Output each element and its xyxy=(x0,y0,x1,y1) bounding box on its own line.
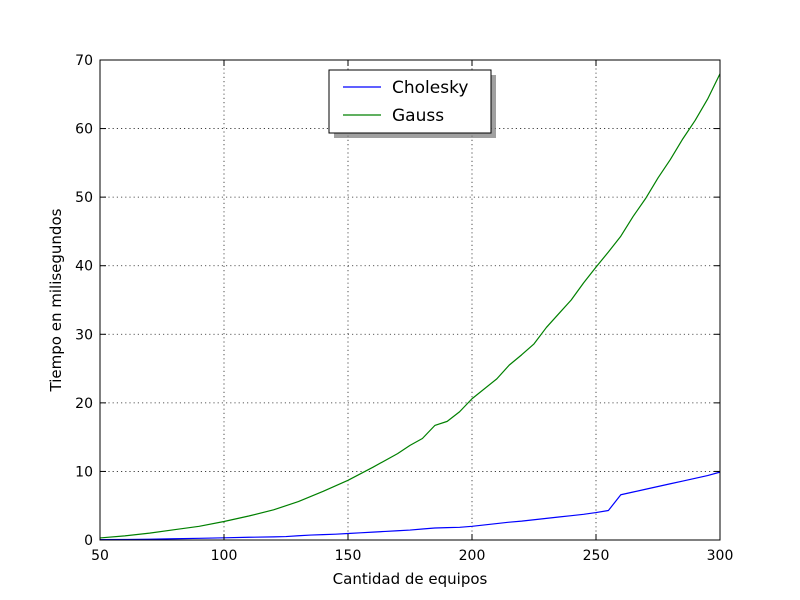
series-line-cholesky xyxy=(99,471,721,541)
legend: Cholesky Gauss xyxy=(328,69,496,138)
legend-label-cholesky: Cholesky xyxy=(392,78,468,98)
x-tick-label: 250 xyxy=(583,548,610,564)
x-tick-label: 50 xyxy=(91,548,109,564)
grid xyxy=(100,60,720,540)
y-tick-label: 60 xyxy=(75,122,93,138)
x-tick-label: 150 xyxy=(335,548,362,564)
legend-label-gauss: Gauss xyxy=(392,106,444,126)
y-tick-label: 10 xyxy=(75,464,93,480)
y-axis-title: Tiempo en milisegundos xyxy=(47,208,65,392)
x-tick-label: 300 xyxy=(707,548,734,564)
y-tick-label: 40 xyxy=(75,259,93,275)
x-tick-label: 100 xyxy=(211,548,238,564)
x-tick-label: 200 xyxy=(459,548,486,564)
y-tick-label: 70 xyxy=(75,53,93,69)
legend-box xyxy=(328,69,492,134)
series-group xyxy=(99,73,721,541)
y-tick-label: 0 xyxy=(84,533,93,549)
series-line-gauss xyxy=(99,73,721,539)
x-axis-title: Cantidad de equipos xyxy=(333,570,488,588)
y-tick-label: 20 xyxy=(75,396,93,412)
axis-ticks: 50 100 150 200 250 300 0 10 20 30 40 50 60 70 xyxy=(75,53,733,564)
y-tick-label: 30 xyxy=(75,327,93,343)
y-tick-label: 50 xyxy=(75,190,93,206)
plot-area-frame xyxy=(99,59,721,541)
